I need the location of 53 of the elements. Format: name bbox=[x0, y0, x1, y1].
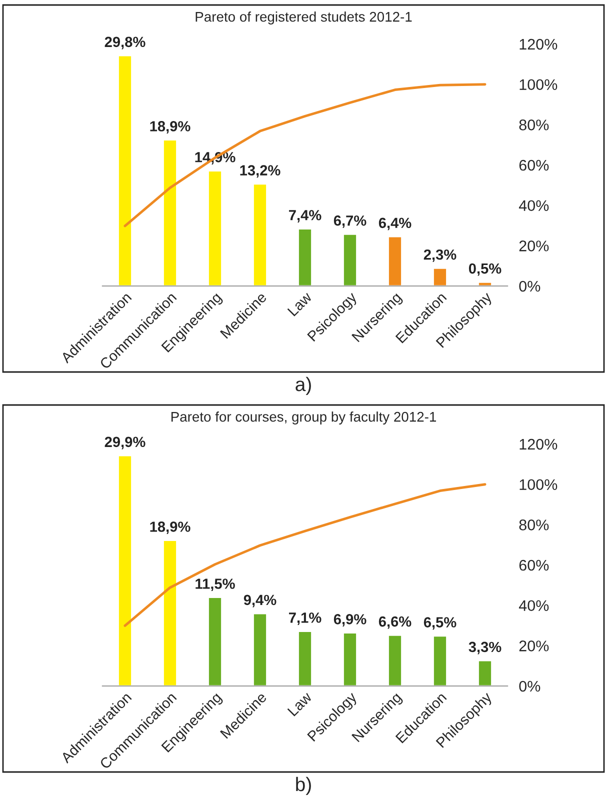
bar bbox=[432, 635, 448, 686]
data-label: 2,3% bbox=[424, 249, 456, 262]
bar bbox=[118, 54, 132, 286]
data-label: 6,6% bbox=[378, 616, 412, 629]
y2-tick-label: 60% bbox=[519, 160, 549, 171]
y2-tick-label: 120% bbox=[520, 38, 558, 50]
y2-tick-label: 60% bbox=[519, 560, 549, 571]
y2-tick-label: 120% bbox=[520, 438, 558, 450]
data-label: 6,5% bbox=[424, 617, 456, 630]
y2-tick-label: 40% bbox=[518, 600, 549, 612]
chart-title: Pareto for courses, group by faculty 2012-1 bbox=[171, 412, 436, 424]
y2-tick-label: 100% bbox=[520, 79, 558, 90]
bar bbox=[162, 540, 178, 686]
bar bbox=[118, 454, 132, 686]
text: b) bbox=[296, 776, 311, 796]
chart-title: Pareto of registered studets 2012-1 bbox=[196, 12, 412, 24]
data-label: 6,4% bbox=[378, 218, 412, 230]
bar bbox=[252, 612, 268, 686]
y2-tick-label: 40% bbox=[518, 200, 549, 212]
y2-tick-label: 0% bbox=[519, 280, 540, 292]
data-label: 29,9% bbox=[104, 436, 146, 450]
bar bbox=[208, 596, 222, 686]
bar bbox=[298, 630, 312, 686]
bar bbox=[342, 632, 358, 686]
bar bbox=[388, 634, 402, 686]
y2-tick-label: 20% bbox=[519, 240, 549, 252]
data-label: 9,4% bbox=[244, 594, 276, 608]
data-label: 0,5% bbox=[468, 263, 502, 276]
data-label: 3,3% bbox=[468, 642, 502, 654]
data-label: 11,5% bbox=[196, 578, 235, 592]
y2-tick-label: 80% bbox=[519, 520, 549, 530]
bar bbox=[252, 183, 268, 286]
bar bbox=[478, 281, 492, 286]
data-label: 18,9% bbox=[150, 522, 190, 534]
bar bbox=[342, 233, 358, 286]
y2-tick-label: 100% bbox=[520, 479, 558, 490]
bar bbox=[208, 170, 222, 286]
y2-tick-label: 20% bbox=[519, 640, 549, 652]
data-label: 7,1% bbox=[289, 612, 322, 625]
data-label: 18,9% bbox=[150, 121, 190, 134]
y2-tick-label: 0% bbox=[519, 680, 540, 692]
bar bbox=[298, 228, 312, 286]
bar bbox=[388, 236, 402, 286]
data-label: 7,4% bbox=[289, 210, 322, 222]
y2-tick-label: 80% bbox=[519, 120, 549, 130]
data-label: 13,2% bbox=[240, 165, 280, 178]
data-label: 6,9% bbox=[334, 614, 366, 626]
text: a) bbox=[296, 376, 311, 396]
data-label: 29,8% bbox=[104, 36, 146, 50]
bar bbox=[162, 139, 178, 286]
data-label: 6,7% bbox=[334, 215, 366, 228]
bar bbox=[478, 660, 492, 686]
bar bbox=[432, 268, 448, 286]
